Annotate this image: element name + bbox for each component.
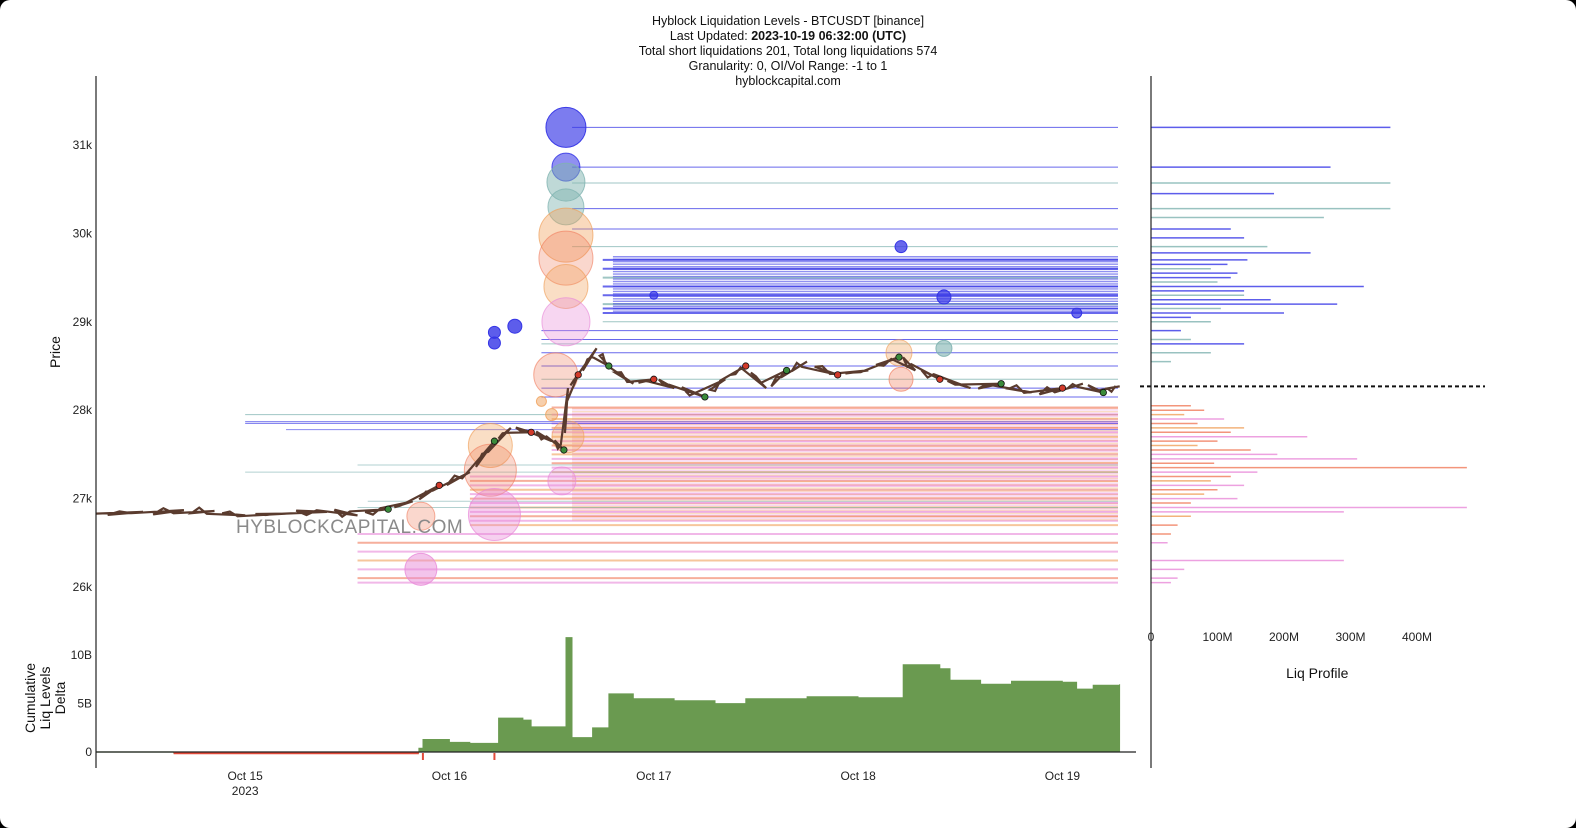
profile-tick-label: 100M bbox=[1202, 630, 1232, 644]
delta-area bbox=[96, 637, 1121, 754]
delta-tick-label: 5B bbox=[77, 697, 92, 711]
granularity-info: Granularity: 0, OI/Vol Range: -1 to 1 bbox=[688, 59, 888, 73]
price-marker bbox=[742, 362, 750, 370]
price-axis-title: Price bbox=[47, 336, 63, 368]
price-marker bbox=[527, 428, 535, 436]
liquidation-bubble bbox=[543, 263, 589, 309]
profile-tick-label: 0 bbox=[1148, 630, 1155, 644]
price-marker bbox=[936, 375, 944, 383]
delta-series bbox=[96, 637, 1121, 755]
price-tick-label: 30k bbox=[73, 226, 93, 240]
price-marker bbox=[490, 437, 499, 445]
liquidation-bubble bbox=[935, 339, 953, 357]
axes: 26k 27k 28k 29k 30k 31k 0 5B 10B Oct 15 Oct 16 Oct … bbox=[22, 76, 1432, 798]
price-marker bbox=[605, 362, 613, 370]
liquidation-bubble bbox=[487, 336, 501, 350]
price-marker bbox=[435, 481, 443, 489]
price-marker bbox=[384, 505, 392, 513]
year-tick-label: 2023 bbox=[232, 784, 259, 798]
date-tick-label: Oct 19 bbox=[1045, 769, 1081, 783]
date-tick-label: Oct 15 bbox=[227, 769, 263, 783]
liquidation-bubble bbox=[535, 395, 547, 407]
profile-tick-label: 300M bbox=[1335, 630, 1365, 644]
price-tick-label: 27k bbox=[73, 492, 93, 506]
liquidation-bubble bbox=[507, 318, 523, 334]
price-marker bbox=[574, 371, 582, 379]
liquidation-levels bbox=[245, 126, 1118, 584]
price-tick-label: 28k bbox=[73, 403, 93, 417]
price-marker bbox=[783, 366, 791, 375]
price-marker bbox=[1058, 384, 1067, 392]
liquidation-bubble bbox=[404, 552, 438, 586]
price-marker bbox=[650, 375, 658, 383]
liquidation-bubble bbox=[547, 466, 577, 496]
liquidation-bubble bbox=[936, 289, 952, 305]
liquidation-bubbles bbox=[404, 106, 1083, 586]
chart-header: Hyblock Liquidation Levels - BTCUSDT [bi… bbox=[0, 14, 1576, 89]
price-tick-label: 29k bbox=[73, 315, 93, 329]
last-updated: Last Updated: 2023-10-19 06:32:00 (UTC) bbox=[669, 29, 907, 43]
site-link: hyblockcapital.com bbox=[735, 74, 841, 88]
liquidation-bubble bbox=[545, 106, 587, 148]
chart-title: Hyblock Liquidation Levels - BTCUSDT [bi… bbox=[651, 14, 925, 28]
liquidation-bubble bbox=[894, 240, 908, 254]
price-marker bbox=[701, 393, 709, 401]
delta-axis-title: Cumulative bbox=[22, 663, 38, 733]
liquidation-bubble bbox=[406, 501, 436, 531]
liquidation-bubble bbox=[538, 207, 594, 263]
liq-profile-bars bbox=[1140, 126, 1485, 584]
date-tick-label: Oct 16 bbox=[432, 769, 468, 783]
liquidation-bubble bbox=[545, 408, 559, 422]
price-series bbox=[95, 347, 1120, 519]
price-tick-label: 31k bbox=[73, 138, 93, 152]
liquidation-totals: Total short liquidations 201, Total long… bbox=[638, 44, 938, 58]
price-marker bbox=[1099, 388, 1107, 397]
price-marker bbox=[560, 446, 568, 454]
delta-tick-label: 0 bbox=[85, 745, 92, 759]
date-tick-label: Oct 18 bbox=[840, 769, 876, 783]
delta-axis-title: Delta bbox=[52, 681, 68, 714]
price-line bbox=[95, 347, 1120, 519]
delta-tick-label: 10B bbox=[71, 648, 92, 662]
profile-axis-title: Liq Profile bbox=[1286, 665, 1348, 681]
watermark: HYBLOCKCAPITAL.COM bbox=[236, 517, 463, 538]
liquidation-bubble bbox=[541, 297, 591, 347]
liquidation-bubble bbox=[1071, 307, 1083, 319]
liquidation-bubble bbox=[467, 488, 521, 542]
delta-axis-title: Liq Levels bbox=[37, 666, 53, 729]
liquidation-bubble bbox=[538, 230, 594, 286]
price-marker bbox=[834, 371, 842, 379]
price-marker bbox=[997, 380, 1005, 388]
liquidation-bubble bbox=[547, 188, 585, 226]
date-tick-label: Oct 17 bbox=[636, 769, 672, 783]
price-tick-label: 26k bbox=[73, 580, 93, 594]
profile-tick-label: 400M bbox=[1402, 630, 1432, 644]
profile-tick-label: 200M bbox=[1269, 630, 1299, 644]
liquidation-bubble bbox=[888, 366, 914, 392]
liquidation-bubble bbox=[649, 290, 659, 300]
price-marker bbox=[895, 353, 903, 361]
